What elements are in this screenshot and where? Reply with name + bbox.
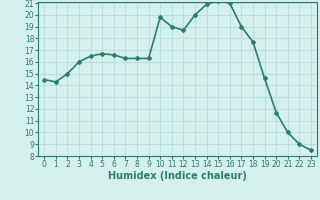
X-axis label: Humidex (Indice chaleur): Humidex (Indice chaleur) bbox=[108, 171, 247, 181]
